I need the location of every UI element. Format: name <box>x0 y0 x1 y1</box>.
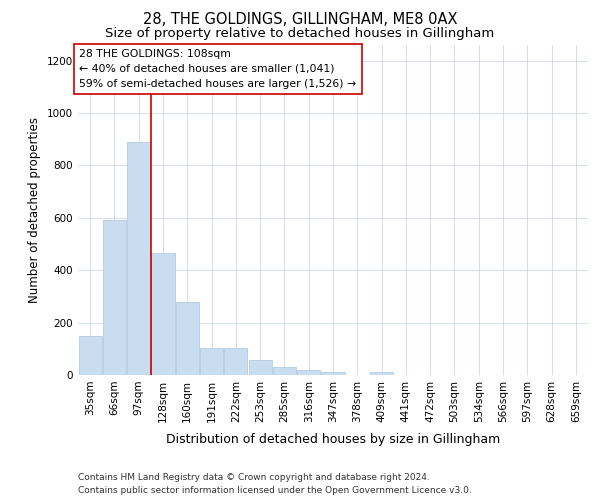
Bar <box>151 253 175 375</box>
Bar <box>224 348 247 375</box>
X-axis label: Distribution of detached houses by size in Gillingham: Distribution of detached houses by size … <box>166 433 500 446</box>
Y-axis label: Number of detached properties: Number of detached properties <box>28 117 41 303</box>
Bar <box>127 142 150 375</box>
Text: Size of property relative to detached houses in Gillingham: Size of property relative to detached ho… <box>106 28 494 40</box>
Bar <box>273 367 296 375</box>
Bar <box>248 360 272 375</box>
Text: Contains public sector information licensed under the Open Government Licence v3: Contains public sector information licen… <box>78 486 472 495</box>
Text: 28 THE GOLDINGS: 108sqm
← 40% of detached houses are smaller (1,041)
59% of semi: 28 THE GOLDINGS: 108sqm ← 40% of detache… <box>79 49 356 88</box>
Bar <box>322 372 344 375</box>
Bar <box>370 372 393 375</box>
Bar <box>79 336 101 375</box>
Text: Contains HM Land Registry data © Crown copyright and database right 2024.: Contains HM Land Registry data © Crown c… <box>78 474 430 482</box>
Bar <box>103 220 126 375</box>
Bar <box>297 370 320 375</box>
Bar <box>176 302 199 375</box>
Text: 28, THE GOLDINGS, GILLINGHAM, ME8 0AX: 28, THE GOLDINGS, GILLINGHAM, ME8 0AX <box>143 12 457 28</box>
Bar <box>200 348 223 375</box>
